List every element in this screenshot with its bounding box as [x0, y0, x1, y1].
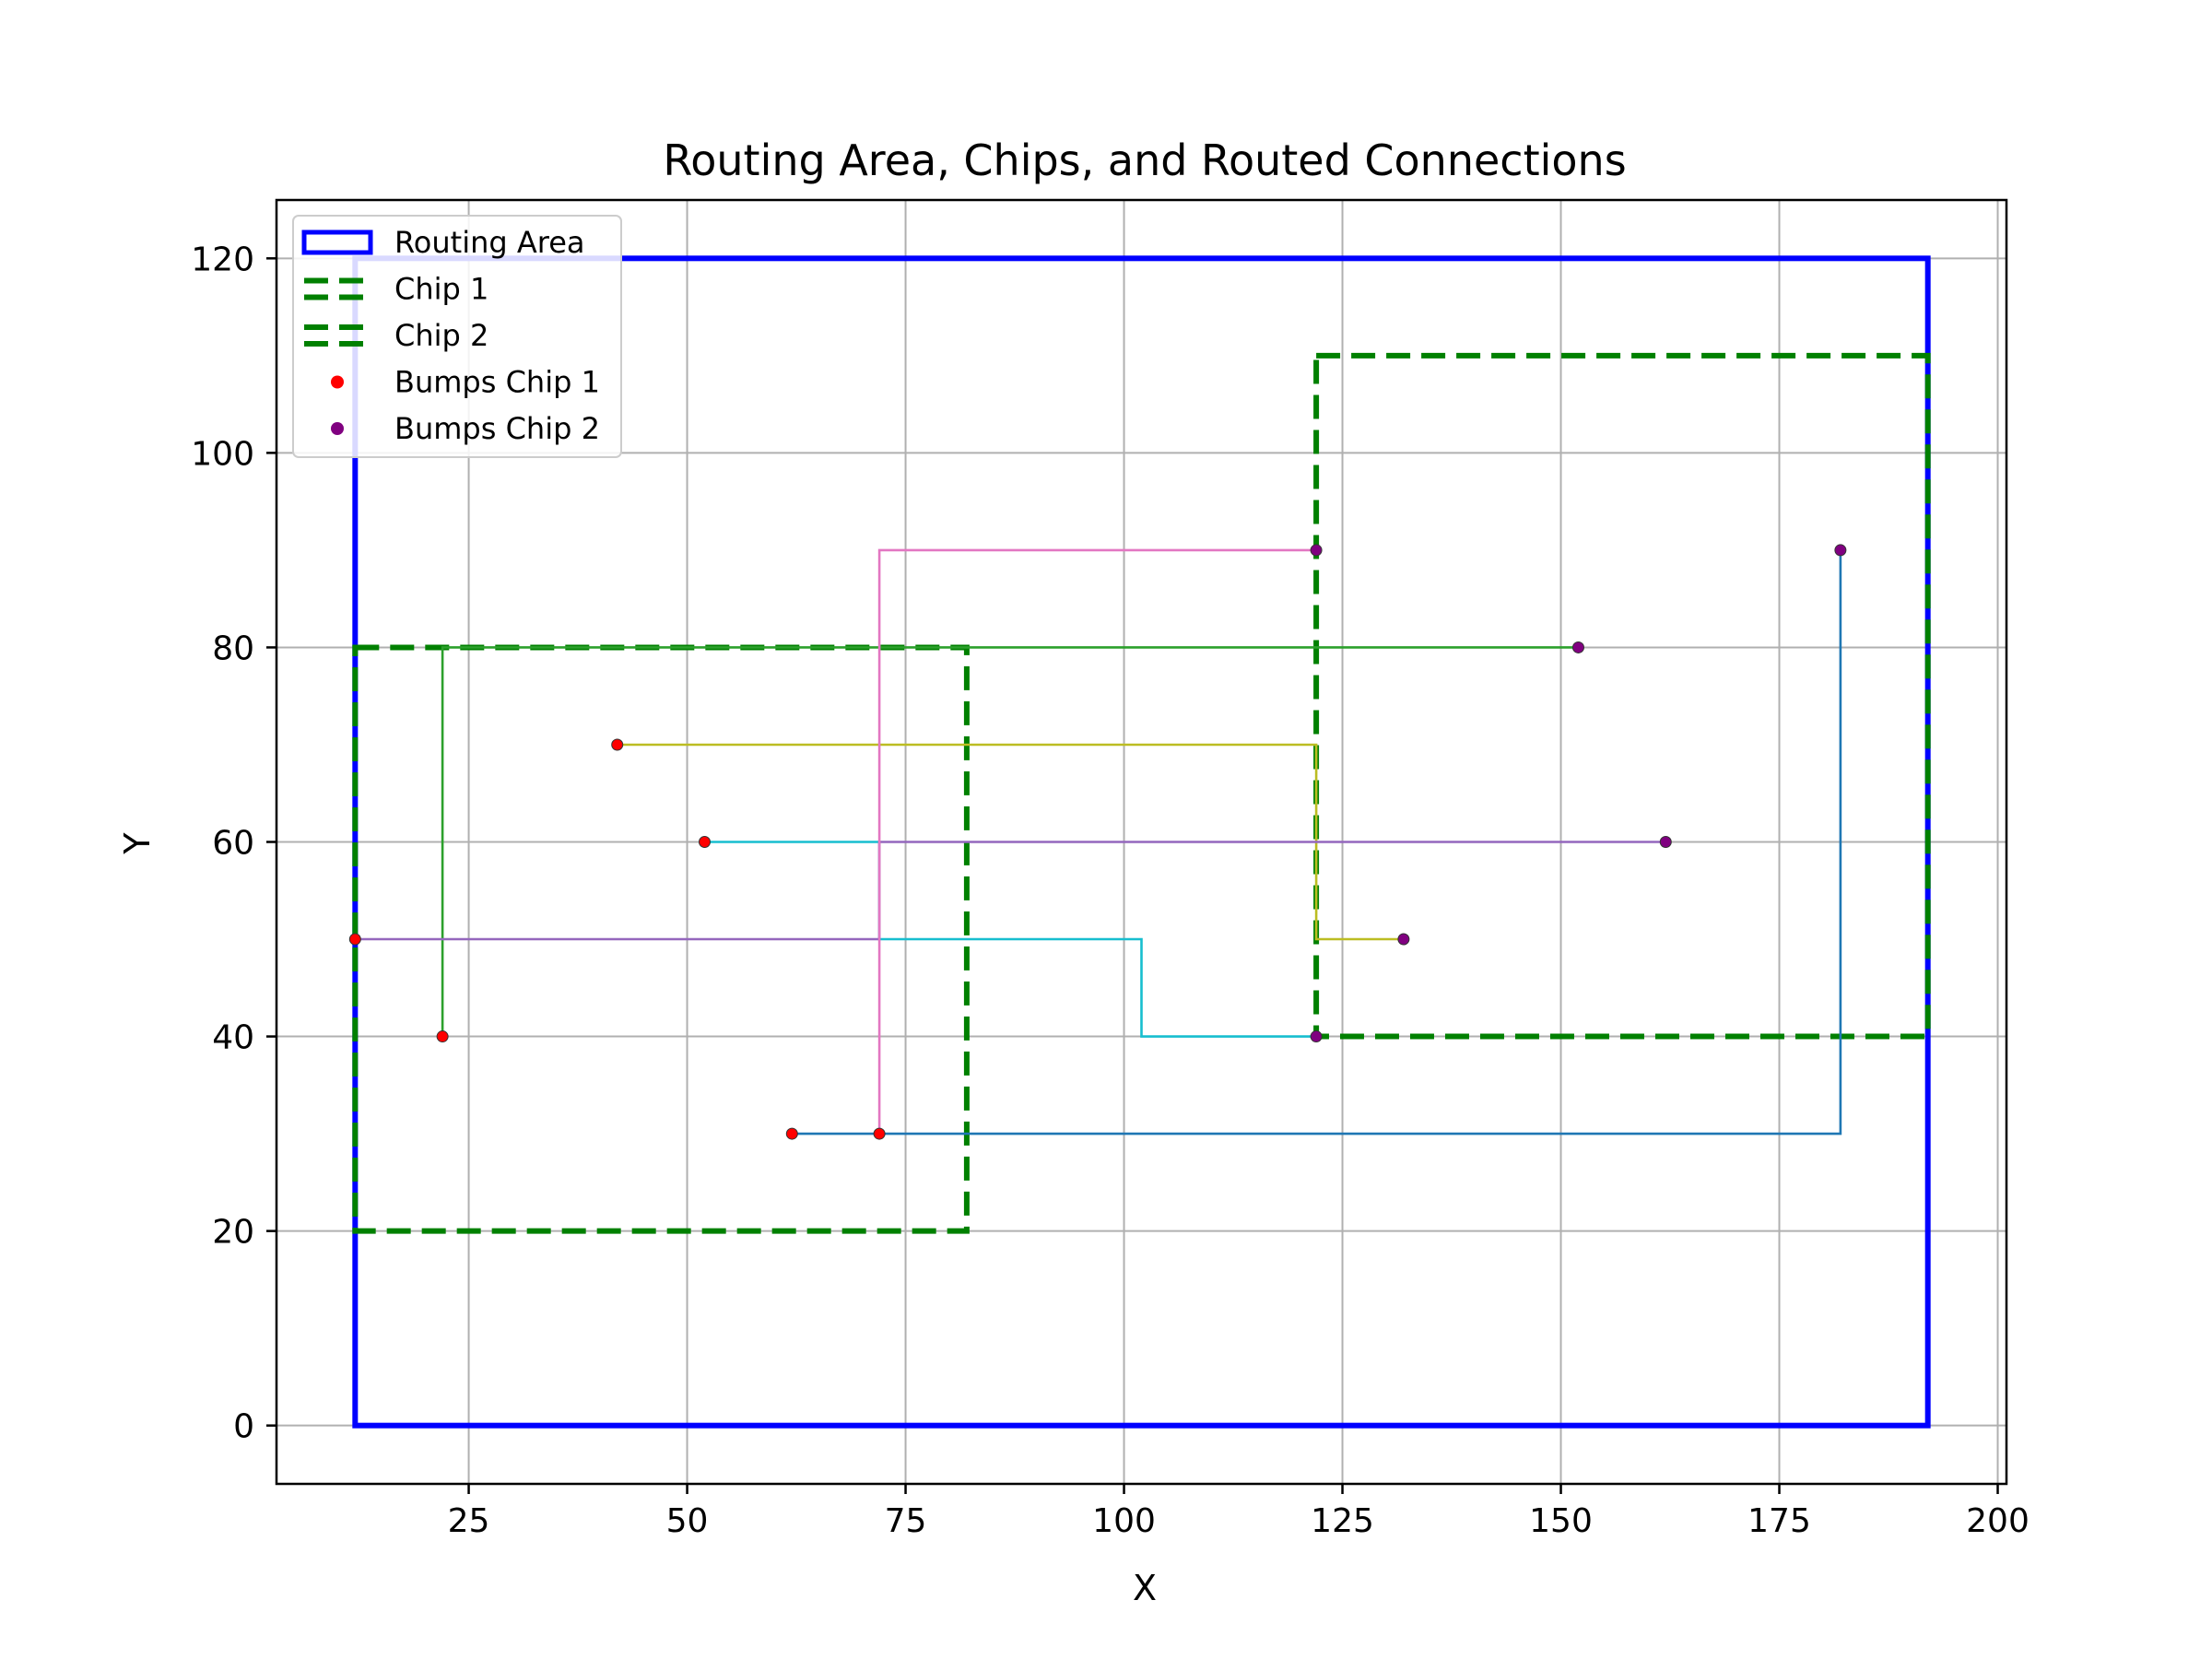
y-tick-label: 40	[212, 1019, 254, 1057]
bumps-layer	[348, 544, 1847, 1140]
legend-label: Chip 1	[394, 272, 488, 307]
x-tick-label: 50	[666, 1502, 709, 1540]
chip-2-outline	[1313, 352, 1931, 1040]
x-tick-label: 175	[1747, 1502, 1811, 1540]
x-axis-label: X	[1133, 1568, 1157, 1608]
y-tick-label: 20	[212, 1214, 254, 1252]
y-tick-label: 60	[212, 825, 254, 863]
x-tick-label: 125	[1311, 1502, 1374, 1540]
connection-1	[792, 549, 1842, 1135]
bump-chip1-point	[873, 1127, 886, 1140]
y-axis-ticks: 0 20 40 60 80 100 120	[191, 241, 276, 1446]
connection-4	[704, 841, 1317, 1038]
legend-handle-dot	[331, 375, 344, 389]
bump-chip2-point	[1397, 933, 1410, 946]
legend-box	[292, 215, 622, 458]
x-tick-label: 75	[885, 1502, 927, 1540]
chips-layer	[352, 352, 1931, 1234]
legend-label: Bumps Chip 1	[394, 365, 600, 400]
bump-chip1-point	[611, 738, 624, 751]
legend-handle-dot	[331, 422, 344, 435]
connection-6	[877, 548, 1317, 1135]
bump-chip2-point	[1310, 1030, 1323, 1043]
legend-label: Chip 2	[394, 318, 488, 353]
connection-2	[441, 646, 1579, 1037]
y-tick-label: 0	[233, 1408, 254, 1446]
connections-layer	[355, 548, 1842, 1135]
legend-label: Bumps Chip 2	[394, 411, 600, 446]
legend-label: Routing Area	[394, 225, 585, 260]
bump-chip2-point	[1310, 544, 1323, 557]
bump-chip1-point	[785, 1127, 798, 1140]
x-tick-label: 150	[1529, 1502, 1593, 1540]
bump-chip2-point	[1834, 544, 1847, 557]
x-axis-ticks: 25 50 75 100 125 150 175 200	[448, 1484, 2030, 1540]
legend-handle-rect	[301, 229, 373, 255]
y-tick-label: 80	[212, 629, 254, 667]
x-tick-label: 100	[1092, 1502, 1156, 1540]
bump-chip1-point	[436, 1030, 449, 1043]
y-tick-label: 100	[191, 435, 254, 473]
bump-chip1-point	[348, 933, 361, 946]
bump-chip1-point	[699, 836, 712, 848]
y-axis-label: Y	[117, 832, 158, 855]
y-tick-label: 120	[191, 241, 254, 278]
chart-title: Routing Area, Chips, and Routed Connecti…	[663, 135, 1626, 185]
bump-chip2-point	[1571, 641, 1584, 653]
x-tick-label: 25	[448, 1502, 490, 1540]
bump-chip2-point	[1659, 836, 1672, 848]
legend: Routing Area Chip 1 Chip 2 Bumps Chip 1 Bump…	[292, 215, 622, 458]
x-tick-label: 200	[1966, 1502, 2030, 1540]
